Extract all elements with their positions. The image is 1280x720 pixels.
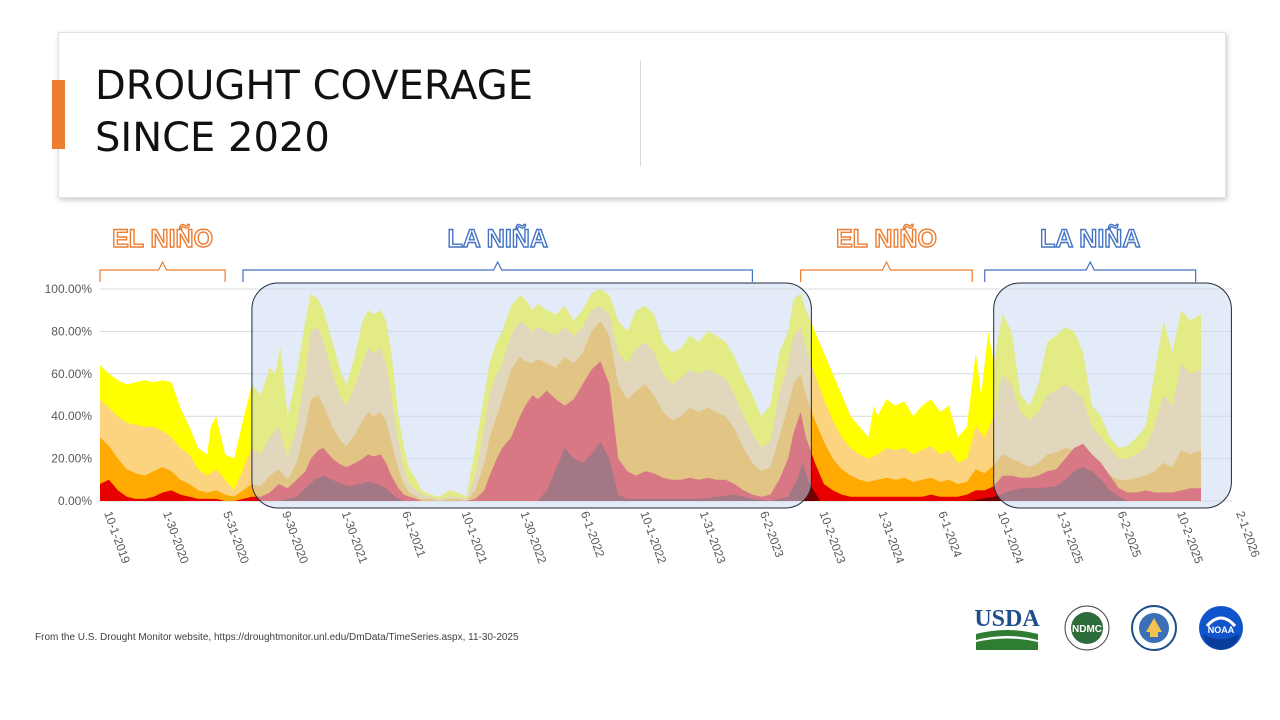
x-tick-label: 6-1-2024 bbox=[935, 509, 965, 559]
usda-logo: USDA bbox=[974, 606, 1040, 650]
x-tick-label: 10-1-2019 bbox=[101, 509, 133, 566]
x-tick-label: 10-1-2024 bbox=[995, 509, 1027, 566]
el-nino-label: EL NIÑO bbox=[836, 223, 937, 253]
x-tick-label: 6-1-2021 bbox=[399, 509, 429, 559]
x-tick-label: 10-1-2021 bbox=[459, 509, 491, 566]
el-nino-label: EL NIÑO bbox=[112, 223, 213, 253]
x-tick-label: 1-31-2025 bbox=[1054, 509, 1086, 566]
el-nino-bracket bbox=[800, 260, 973, 282]
x-tick-label: 10-2-2025 bbox=[1174, 509, 1206, 566]
x-tick-label: 1-31-2023 bbox=[697, 509, 729, 566]
la-nina-label: LA NIÑA bbox=[1040, 223, 1140, 253]
x-tick-label: 1-30-2022 bbox=[518, 509, 550, 566]
x-tick-label: 1-30-2021 bbox=[339, 509, 371, 566]
y-tick-label: 0.00% bbox=[58, 494, 92, 508]
ndmc-logo: NDMC bbox=[1064, 605, 1110, 651]
x-tick-label: 6-1-2022 bbox=[578, 509, 608, 559]
title-divider bbox=[640, 60, 641, 166]
x-tick-label: 6-2-2023 bbox=[757, 509, 787, 559]
x-tick-label: 10-2-2023 bbox=[817, 509, 849, 566]
la-nina-highlight-box bbox=[251, 282, 812, 509]
x-tick-label: 10-1-2022 bbox=[637, 509, 669, 566]
noaa-logo: NOAA bbox=[1199, 606, 1243, 650]
enso-highlight-boxes bbox=[251, 282, 1232, 509]
commerce-seal-logo bbox=[1131, 605, 1177, 651]
y-tick-label: 40.00% bbox=[51, 409, 92, 423]
title-accent-bar bbox=[52, 80, 65, 149]
title-card bbox=[58, 32, 1226, 198]
y-tick-label: 100.00% bbox=[45, 282, 93, 296]
usda-logo-text: USDA bbox=[974, 606, 1040, 632]
drought-coverage-chart: 100.00% 80.00% 60.00% 40.00% 20.00% 0.00% 10-1… bbox=[45, 222, 1263, 566]
la-nina-label: LA NIÑA bbox=[447, 223, 547, 253]
x-tick-label: 6-2-2025 bbox=[1115, 509, 1145, 559]
la-nina-bracket bbox=[242, 260, 753, 282]
el-nino-bracket bbox=[99, 260, 226, 282]
source-citation: From the U.S. Drought Monitor website, h… bbox=[35, 632, 519, 643]
x-tick-label: 9-30-2020 bbox=[279, 509, 311, 566]
y-tick-label: 80.00% bbox=[51, 324, 92, 338]
y-tick-label: 20.00% bbox=[51, 452, 92, 466]
ndmc-logo-text: NDMC bbox=[1072, 624, 1102, 635]
x-tick-label: 2-1-2026 bbox=[1233, 509, 1263, 559]
slide-title: DROUGHT COVERAGE SINCE 2020 bbox=[95, 63, 534, 161]
x-tick-label: 1-31-2024 bbox=[876, 509, 908, 566]
x-tick-label: 1-30-2020 bbox=[160, 509, 192, 566]
la-nina-highlight-box bbox=[993, 282, 1232, 509]
la-nina-bracket bbox=[984, 260, 1197, 282]
noaa-logo-text: NOAA bbox=[1208, 625, 1235, 635]
y-tick-label: 60.00% bbox=[51, 367, 92, 381]
x-tick-label: 5-31-2020 bbox=[220, 509, 252, 566]
enso-phase-labels: EL NIÑO LA NIÑA EL NIÑO LA NIÑA bbox=[99, 222, 1197, 282]
